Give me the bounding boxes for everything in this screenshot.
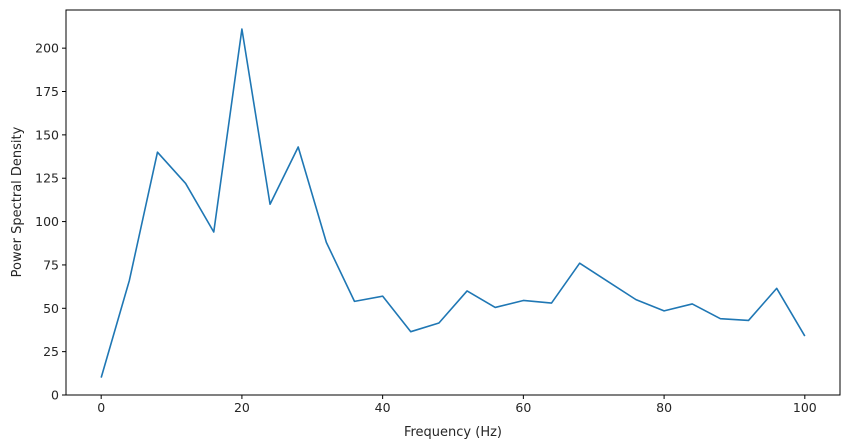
x-tick-label: 40 bbox=[375, 400, 391, 415]
plot-frame bbox=[65, 9, 841, 396]
x-tick-label: 100 bbox=[793, 400, 817, 415]
x-tick-label: 80 bbox=[656, 400, 672, 415]
x-tick-label: 20 bbox=[234, 400, 250, 415]
y-axis-label: Power Spectral Density bbox=[10, 126, 25, 277]
x-axis-label: Frequency (Hz) bbox=[404, 425, 502, 440]
y-tick-label: 100 bbox=[35, 214, 59, 229]
y-tick-label: 175 bbox=[35, 84, 59, 99]
x-tick-label: 60 bbox=[515, 400, 531, 415]
y-axis-ticks: 0 25 50 75 100 125 150 175 200 bbox=[35, 41, 66, 403]
series-group bbox=[100, 28, 806, 378]
y-tick-label: 50 bbox=[43, 301, 59, 316]
y-tick-label: 125 bbox=[35, 171, 59, 186]
y-tick-label: 200 bbox=[35, 41, 59, 56]
x-axis-ticks: 0 20 40 60 80 100 bbox=[97, 395, 817, 415]
y-tick-label: 75 bbox=[43, 257, 59, 272]
x-tick-label: 0 bbox=[97, 400, 105, 415]
psd-series-line bbox=[100, 28, 806, 378]
y-tick-label: 0 bbox=[51, 388, 59, 403]
plot-background bbox=[66, 10, 840, 395]
y-tick-label: 150 bbox=[35, 127, 59, 142]
y-tick-label: 25 bbox=[43, 344, 59, 359]
